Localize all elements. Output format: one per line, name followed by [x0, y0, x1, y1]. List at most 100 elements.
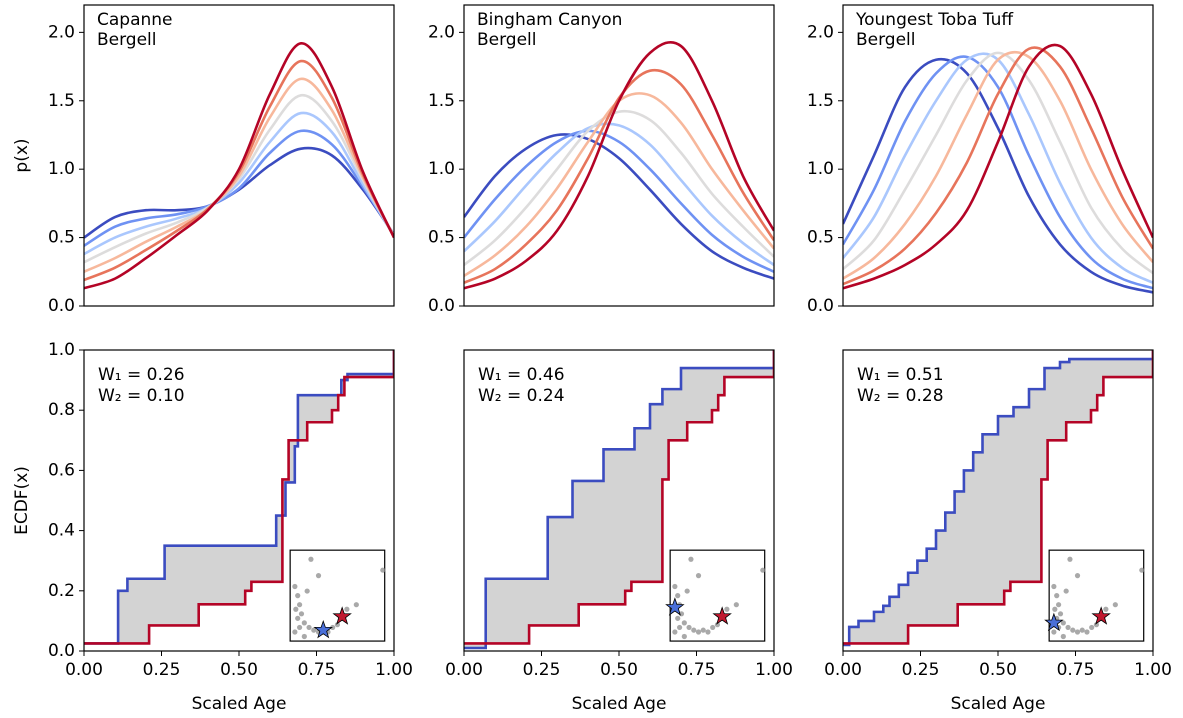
density-curve [464, 122, 774, 267]
x-tick-label: 0.25 [143, 660, 181, 680]
inset-point [306, 624, 312, 631]
inset-point [1057, 611, 1064, 617]
y-tick-label: 2.0 [48, 22, 75, 42]
y-tick-label: 0.0 [807, 296, 834, 316]
inset-point [353, 602, 359, 608]
inset-point [1074, 629, 1081, 635]
density-curve [843, 55, 1153, 290]
density-curve [464, 133, 774, 280]
x-tick-label: 0.00 [445, 660, 483, 680]
ecdf-difference-area [464, 350, 774, 648]
x-tick-label: 0.25 [523, 660, 561, 680]
inset-point [295, 615, 301, 621]
inset-point [724, 606, 730, 612]
legend-label: Bergell [97, 30, 157, 50]
ecdf-line [464, 350, 774, 650]
inset-point [1084, 629, 1090, 635]
inset-point [380, 567, 386, 573]
inset-point [304, 588, 310, 594]
inset-point [1052, 606, 1058, 612]
inset-point [672, 629, 678, 635]
y-tick-label: 0.0 [48, 641, 75, 661]
inset-point [700, 627, 706, 633]
y-tick-label: 1.0 [428, 159, 455, 179]
inset-point [293, 606, 299, 612]
inset-point [695, 573, 702, 579]
wasserstein-annotation: W₁ = 0.51 [857, 365, 944, 385]
plot-area [843, 350, 1153, 647]
density-curve [84, 59, 394, 282]
density-curve [843, 43, 1153, 290]
inset-point [1063, 588, 1069, 594]
wasserstein-annotation: W₂ = 0.28 [857, 386, 944, 406]
inset-point [733, 602, 739, 608]
x-axis-label: Scaled Age [951, 694, 1046, 714]
inset-point [1093, 622, 1100, 628]
y-tick-label: 0.5 [428, 228, 455, 248]
density-curve [843, 50, 1153, 280]
y-axis-label: ECDF(x) [12, 466, 32, 535]
legend-label: Bergell [477, 30, 537, 50]
inset-point [295, 593, 301, 599]
x-tick-label: 0.50 [979, 660, 1017, 680]
ecdf-line [843, 350, 1153, 645]
inset-star [1091, 606, 1111, 625]
inset-point [686, 624, 692, 631]
inset-point [292, 583, 298, 590]
inset-point [298, 611, 305, 617]
inset-frame [289, 549, 386, 642]
plot-area [84, 42, 394, 290]
inset-point [675, 593, 681, 599]
axes-frame [842, 4, 1154, 307]
legend-label: Youngest Toba Tuff [855, 10, 1014, 30]
y-tick-label: 0.0 [48, 296, 75, 316]
inset-point [681, 620, 687, 626]
density-curve [843, 51, 1153, 275]
x-tick-label: 0.75 [678, 660, 716, 680]
wasserstein-annotation: W₂ = 0.24 [478, 386, 565, 406]
y-tick-label: 1.0 [807, 159, 834, 179]
inset-point [705, 629, 711, 635]
inset-point [677, 624, 683, 631]
y-tick-label: 2.0 [428, 22, 455, 42]
density-curve [464, 40, 774, 290]
y-tick-label: 1.0 [48, 159, 75, 179]
y-tick-label: 2.0 [807, 22, 834, 42]
x-tick-label: 0.25 [902, 660, 940, 680]
x-tick-label: 0.00 [824, 660, 862, 680]
density-curve [84, 146, 394, 239]
density-curve [464, 129, 774, 273]
x-tick-label: 0.75 [1057, 660, 1095, 680]
x-tick-label: 1.00 [1134, 660, 1172, 680]
inset-point [334, 622, 341, 628]
inset-point [292, 629, 298, 635]
inset-point [760, 567, 766, 573]
inset-point [691, 627, 697, 633]
inset-point [330, 624, 336, 631]
inset-point [1089, 624, 1095, 631]
inset-point [308, 556, 314, 562]
wasserstein-annotation: W₁ = 0.26 [98, 365, 185, 385]
inset-star [1044, 612, 1064, 632]
y-tick-label: 0.5 [48, 228, 75, 248]
x-tick-label: 1.00 [755, 660, 793, 680]
inset-point [1060, 633, 1066, 640]
y-tick-label: 1.5 [807, 91, 834, 111]
inset-point [695, 629, 702, 635]
inset-star [712, 606, 732, 625]
x-axis-label: Scaled Age [192, 694, 287, 714]
inset-frame [1048, 549, 1145, 642]
inset-point [1139, 567, 1145, 573]
inset-point [672, 583, 678, 590]
y-tick-label: 0.4 [48, 521, 75, 541]
y-tick-label: 0.5 [807, 228, 834, 248]
plot-area [464, 40, 774, 290]
inset-point [710, 624, 716, 631]
legend-label: Bergell [856, 30, 916, 50]
inset-point [688, 556, 694, 562]
density-curve [464, 109, 774, 266]
ecdf-line [464, 350, 774, 645]
x-axis-label: Scaled Age [572, 694, 667, 714]
ecdf-line [843, 350, 1153, 647]
inset-point [1103, 606, 1109, 612]
